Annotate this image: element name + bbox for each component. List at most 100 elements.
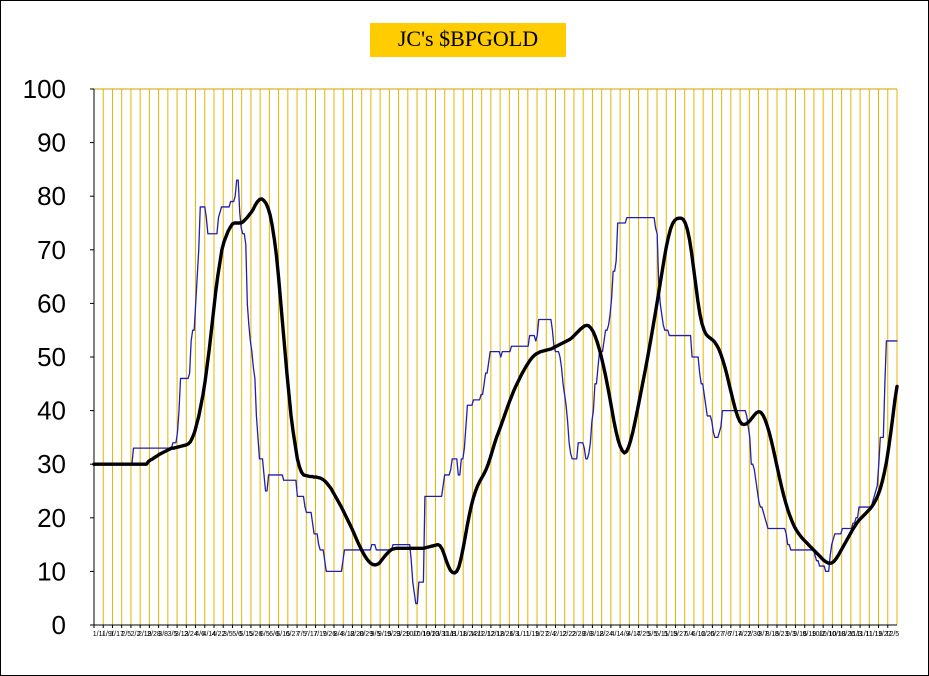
x-tick-label: 3/8 xyxy=(583,631,593,638)
x-tick-label: 6/27 xyxy=(286,631,300,638)
y-tick-label: 40 xyxy=(37,396,66,426)
x-tick-label: 7/14 xyxy=(729,631,743,638)
x-tick-label: 6/20 xyxy=(701,631,715,638)
x-tick-label: 2/19 xyxy=(138,631,152,638)
x-tick-label: 11/3 xyxy=(849,631,862,638)
x-tick-label: 3/13 xyxy=(175,631,189,638)
x-tick-label: 6/4 xyxy=(684,631,694,638)
x-tick-label: 1/17 xyxy=(110,631,124,638)
y-tick-label: 60 xyxy=(37,288,66,318)
x-tick-label: 6/6 xyxy=(269,631,279,638)
x-tick-label: 7/30 xyxy=(747,631,761,638)
x-tick-label: 10/7 xyxy=(406,631,420,638)
x-tick-label: 5/27 xyxy=(673,631,687,638)
x-tick-label: 9/15 xyxy=(378,631,392,638)
smoothed-series-line xyxy=(92,197,899,575)
x-tick-label: 8/12 xyxy=(341,631,355,638)
x-tick-label: 4/14 xyxy=(203,631,217,638)
x-tick-label: 5/26 xyxy=(249,631,263,638)
x-tick-label: 9/23 xyxy=(387,631,401,638)
x-tick-label: 8/20 xyxy=(350,631,364,638)
x-tick-label: 10/2 xyxy=(812,631,826,638)
x-tick-label: 9/19 xyxy=(803,631,817,638)
x-tick-label: 5/5 xyxy=(648,631,658,638)
x-tick-label: 4/1 xyxy=(611,631,621,638)
x-tick-label: 1/19 xyxy=(526,631,540,638)
x-tick-label: 6/5 xyxy=(260,631,270,638)
x-tick-label: 1/27 xyxy=(535,631,549,638)
x-tick-label: 7/5 xyxy=(297,631,307,638)
x-tick-label: 12/5 xyxy=(886,631,900,638)
x-axis-ticks: 1/1/1/9/1/172/5 2/22/192/283/8 3/53/132/24… xyxy=(93,625,900,638)
y-tick-label: 0 xyxy=(52,610,66,640)
x-tick-label: 8/23 xyxy=(775,631,789,638)
x-tick-label: 3/8 xyxy=(158,631,168,638)
y-tick-label: 80 xyxy=(37,181,66,211)
y-tick-label: 50 xyxy=(37,342,66,372)
x-tick-label: 12/18 xyxy=(487,631,505,638)
plot-area xyxy=(94,89,897,625)
x-tick-label: 10/10 xyxy=(819,631,837,638)
y-tick-label: 100 xyxy=(23,74,66,104)
x-tick-label: 5/6 xyxy=(232,631,242,638)
x-tick-label: 6/15 xyxy=(276,631,290,638)
x-tick-label: 9/3 xyxy=(786,631,796,638)
series-lines xyxy=(92,179,899,605)
x-tick-label: 2/24 xyxy=(599,631,613,638)
y-tick-label: 70 xyxy=(37,235,66,265)
x-tick-label: 8/4 xyxy=(334,631,344,638)
x-tick-label: 1/9/ xyxy=(102,631,114,638)
x-tick-label: 2/28 xyxy=(572,631,586,638)
x-tick-label: 11/27 xyxy=(875,631,892,638)
x-tick-label: 5/15 xyxy=(239,631,253,638)
x-tick-label: 2/24 xyxy=(184,631,198,638)
x-tick-label: 12/1 xyxy=(470,631,484,638)
x-tick-label: 11/19 xyxy=(865,631,882,638)
x-tick-label: 12/26 xyxy=(496,631,514,638)
x-tick-label: 8/29 xyxy=(359,631,373,638)
chart-title-background xyxy=(370,23,566,57)
x-tick-label: 9/5 xyxy=(371,631,381,638)
x-tick-label: 6/27 xyxy=(710,631,724,638)
x-tick-label: 8/15 xyxy=(766,631,780,638)
y-tick-label: 10 xyxy=(37,556,66,586)
x-tick-label: 7/22 xyxy=(738,631,752,638)
x-tick-label: 2/4 xyxy=(546,631,556,638)
x-tick-label: 10/19 xyxy=(413,631,431,638)
y-tick-label: 30 xyxy=(37,449,66,479)
x-tick-label: 1/11 xyxy=(517,631,530,638)
x-tick-label: 1/3 xyxy=(509,631,519,638)
x-tick-label: 4/6 xyxy=(195,631,205,638)
x-tick-label: 11/18 xyxy=(450,631,467,638)
y-tick-label: 90 xyxy=(37,128,66,158)
x-tick-label: 10/31 xyxy=(431,631,449,638)
x-tick-label: 9/29 xyxy=(396,631,410,638)
x-tick-label: 5/11 xyxy=(655,631,668,638)
x-tick-label: 2/22 xyxy=(563,631,577,638)
x-tick-label: 2/5 xyxy=(121,631,131,638)
x-tick-label: 12/12 xyxy=(478,631,496,638)
x-tick-label: 10/18 xyxy=(828,631,846,638)
x-tick-label: 2/28 xyxy=(147,631,161,638)
x-tick-label: 11/11 xyxy=(856,631,873,638)
raw-series-line xyxy=(93,179,898,605)
x-tick-label: 4/9 xyxy=(620,631,630,638)
x-tick-label: 7/19 xyxy=(313,631,327,638)
x-tick-label: 11/8 xyxy=(443,631,456,638)
x-tick-label: 4/22 xyxy=(212,631,226,638)
x-tick-label: 3/5 xyxy=(223,631,233,638)
x-tick-label: 10/26 xyxy=(837,631,855,638)
x-tick-label: 1/1/ xyxy=(93,631,105,638)
x-tick-label: 8/7 xyxy=(758,631,768,638)
x-tick-label: 3/5 xyxy=(168,631,178,638)
x-tick-label: 5/19 xyxy=(664,631,678,638)
x-tick-label: 2/2 xyxy=(131,631,141,638)
x-tick-label: 3/18 xyxy=(590,631,604,638)
x-tick-label: 4/25 xyxy=(636,631,650,638)
x-tick-label: 4/17 xyxy=(627,631,641,638)
chart-title: JC's $BPGOLD xyxy=(397,26,539,51)
x-tick-label: 9/16 xyxy=(793,631,807,638)
x-tick-label: 7/17 xyxy=(304,631,318,638)
x-tick-label: 6/12 xyxy=(692,631,706,638)
